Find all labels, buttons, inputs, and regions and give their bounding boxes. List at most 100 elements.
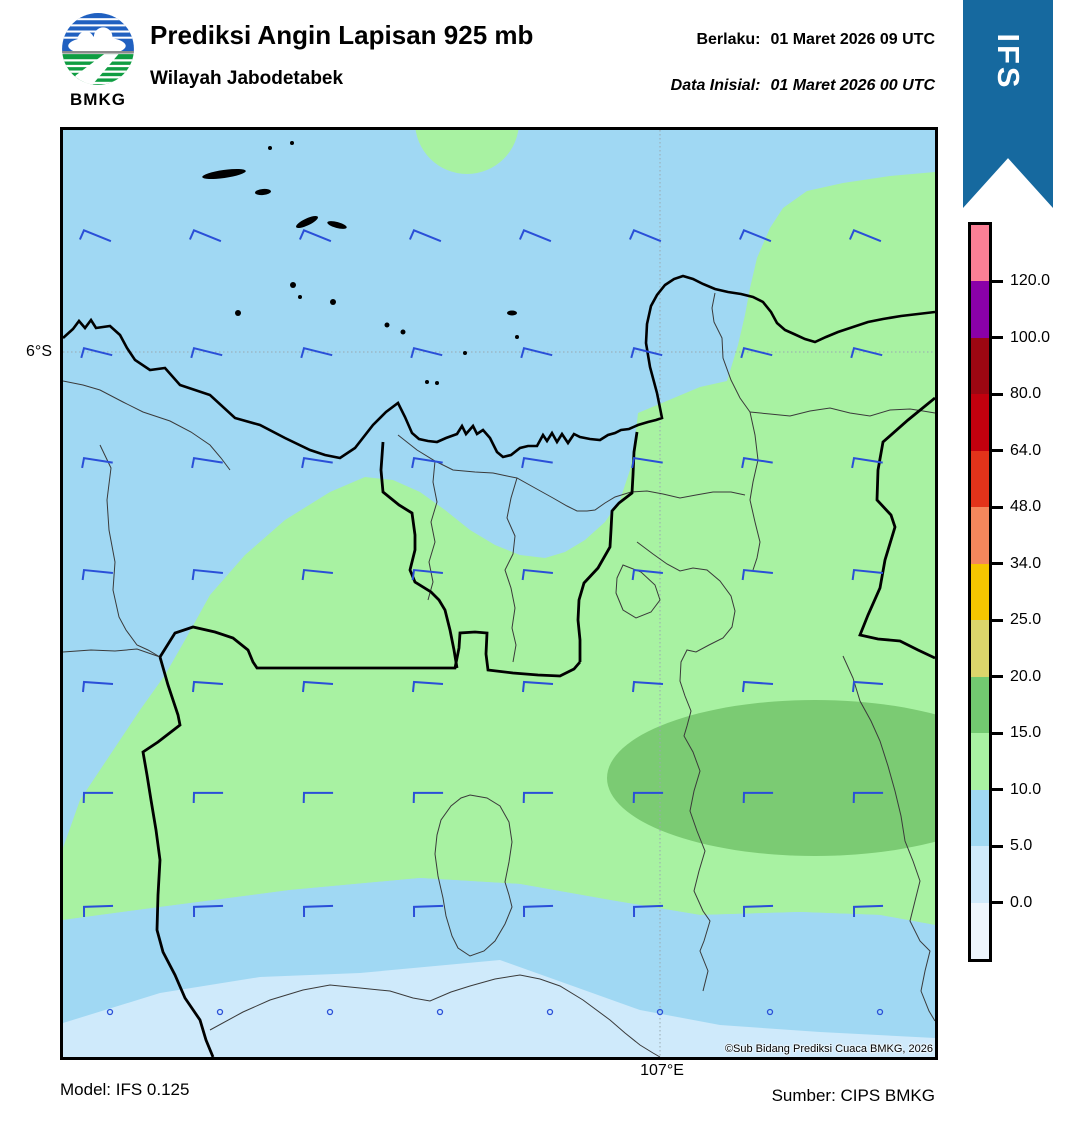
- wind-barb: [191, 568, 224, 581]
- colorbar-segment: [971, 789, 989, 847]
- calm-wind-icon: [656, 1008, 664, 1016]
- valid-time-label: Berlaku:: [696, 31, 761, 48]
- wind-barb: [301, 456, 333, 469]
- wind-barb: [521, 568, 554, 581]
- wind-barb: [852, 791, 884, 804]
- wind-map: ©Sub Bidang Prediksi Cuaca BMKG, 2026: [60, 127, 938, 1060]
- wind-barb: [82, 680, 114, 693]
- coastline: [63, 274, 935, 460]
- colorbar-tick-label: 5.0: [1010, 837, 1033, 855]
- province-boundaries: [141, 396, 935, 1057]
- wind-barb: [850, 346, 883, 359]
- wind-barb: [411, 568, 444, 581]
- wind-barb: [300, 346, 333, 359]
- wind-barb: [82, 791, 114, 804]
- wind-barb: [522, 904, 554, 917]
- wind-barb: [848, 229, 882, 243]
- calm-wind-circles: [106, 1008, 884, 1016]
- wind-barb: [412, 904, 444, 917]
- wind-barb: [521, 456, 553, 469]
- wind-barb: [81, 456, 113, 469]
- wind-barb: [632, 791, 664, 804]
- colorbar-tick-label: 0.0: [1010, 893, 1033, 911]
- longitude-tick-label: 107°E: [640, 1062, 684, 1079]
- colorbar-tick: [992, 675, 1003, 679]
- shade-10-15-blob: [415, 130, 519, 174]
- colorbar-tick: [992, 618, 1003, 622]
- colorbar-tick-label: 80.0: [1010, 385, 1042, 403]
- colorbar-segment: [971, 733, 989, 790]
- calm-wind-icon: [546, 1008, 554, 1016]
- init-time-line: Data Inisial: 01 Maret 2026 00 UTC: [671, 77, 935, 95]
- colorbar-tick: [992, 279, 1003, 283]
- wind-barb: [82, 904, 114, 917]
- model-ribbon: IFS: [963, 0, 1053, 208]
- bmkg-logo: BMKG: [55, 12, 141, 110]
- wind-barb: [852, 680, 884, 693]
- regency-boundaries: [63, 292, 935, 1057]
- colorbar-tick: [992, 731, 1003, 735]
- bmkg-logo-icon: [62, 13, 134, 85]
- wind-barb: [302, 791, 334, 804]
- wind-barb: [740, 346, 773, 359]
- wind-barb: [192, 791, 224, 804]
- colorbar-segment: [971, 620, 989, 677]
- wind-barb: [518, 229, 552, 243]
- wind-barb: [408, 229, 442, 243]
- colorbar-tick: [992, 449, 1003, 453]
- colorbar-segment: [971, 225, 989, 282]
- colorbar-tick: [992, 844, 1003, 848]
- colorbar-segment: [971, 281, 989, 338]
- colorbar-tick-label: 48.0: [1010, 498, 1042, 516]
- shade-15-20: [607, 700, 935, 856]
- colorbar-segment: [971, 563, 989, 621]
- wind-barb: [412, 680, 444, 693]
- wind-barbs: [78, 229, 884, 917]
- wind-barb: [738, 229, 772, 243]
- colorbar-tick-label: 100.0: [1010, 328, 1051, 346]
- wind-barb: [81, 568, 114, 581]
- wind-barb: [190, 346, 223, 359]
- valid-time-value: 01 Maret 2026 09 UTC: [770, 31, 935, 48]
- colorbar-tick-label: 25.0: [1010, 611, 1042, 629]
- islands: [202, 141, 519, 385]
- wind-barb: [188, 229, 222, 243]
- wind-barb: [301, 568, 334, 581]
- init-time-label: Data Inisial:: [670, 77, 761, 94]
- wind-barb: [852, 904, 884, 917]
- wind-barb: [741, 568, 774, 581]
- wind-barb: [302, 904, 334, 917]
- wind-barb: [80, 346, 113, 359]
- valid-time-line: Berlaku: 01 Maret 2026 09 UTC: [696, 31, 935, 49]
- calm-wind-icon: [106, 1008, 114, 1016]
- wind-barb: [631, 456, 663, 469]
- colorbar-tick: [992, 505, 1003, 509]
- model-ribbon-label: IFS: [991, 33, 1026, 91]
- colorbar-tick-label: 64.0: [1010, 441, 1042, 459]
- calm-wind-icon: [436, 1008, 444, 1016]
- wind-barb: [522, 791, 554, 804]
- colorbar-tick-label: 20.0: [1010, 667, 1042, 685]
- wind-speed-colorbar: [968, 222, 992, 962]
- wind-barb: [742, 680, 774, 693]
- copyright-note: ©Sub Bidang Prediksi Cuaca BMKG, 2026: [724, 1043, 933, 1055]
- colorbar-segment: [971, 337, 989, 395]
- wind-barb: [851, 568, 884, 581]
- wind-barb: [851, 456, 883, 469]
- bmkg-logo-label: BMKG: [70, 90, 126, 109]
- wind-barb: [191, 456, 223, 469]
- wind-barb: [741, 456, 773, 469]
- wind-barb: [302, 680, 334, 693]
- model-label: Model: IFS 0.125: [60, 1080, 190, 1099]
- calm-wind-icon: [326, 1008, 334, 1016]
- colorbar-tick-label: 120.0: [1010, 272, 1051, 290]
- colorbar-segment: [971, 846, 989, 903]
- colorbar-tick: [992, 788, 1003, 792]
- wind-barb: [632, 904, 664, 917]
- wind-map-canvas: [63, 130, 935, 1057]
- source-label: Sumber: CIPS BMKG: [771, 1086, 935, 1105]
- wind-barb: [522, 680, 554, 693]
- page-subtitle: Wilayah Jabodetabek: [150, 68, 344, 89]
- wind-barb: [411, 456, 443, 469]
